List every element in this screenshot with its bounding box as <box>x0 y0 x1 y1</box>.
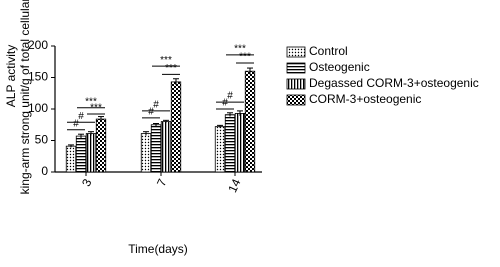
significance-label: *** <box>160 55 172 66</box>
legend-swatch <box>286 94 306 106</box>
legend-label: Osteogenic <box>309 60 370 74</box>
bar <box>244 70 256 173</box>
bar <box>140 133 152 173</box>
x-axis-label: Time(days) <box>128 242 188 256</box>
significance-label: # <box>78 111 84 122</box>
bar <box>170 81 182 173</box>
x-tick-label: 14 <box>225 176 243 194</box>
significance-label: *** <box>165 63 177 74</box>
legend-swatch <box>286 78 306 90</box>
bar <box>85 133 97 173</box>
legend-label: Degassed CORM-3+osteogenic <box>309 76 479 90</box>
bar <box>65 145 77 173</box>
y-tick-label: 100 <box>28 101 48 115</box>
legend-swatch <box>286 62 306 74</box>
legend-swatch <box>286 46 306 58</box>
bar <box>234 113 246 173</box>
x-tick-label: 7 <box>154 176 170 188</box>
significance-label: *** <box>234 43 246 54</box>
bar <box>224 114 236 173</box>
y-axis-label: ALP activity <box>4 45 18 107</box>
y-axis-label: king-arm strong unit/g of total cellular… <box>18 0 32 194</box>
significance-label: # <box>227 91 233 102</box>
y-tick-label: 0 <box>41 164 48 178</box>
y-tick-label: 200 <box>28 38 48 52</box>
significance-label: *** <box>85 96 97 107</box>
bar <box>150 124 162 173</box>
significance-label: # <box>148 106 154 117</box>
legend-label: Control <box>309 44 348 58</box>
significance-label: *** <box>239 52 251 63</box>
bar <box>95 118 107 173</box>
y-tick-label: 50 <box>35 133 49 147</box>
bar <box>75 135 87 173</box>
y-tick-label: 150 <box>28 70 48 84</box>
x-tick-label: 3 <box>79 176 95 188</box>
significance-label: # <box>153 100 159 111</box>
significance-label: # <box>73 118 79 129</box>
legend-label: CORM-3+osteogenic <box>309 92 421 106</box>
significance-label: # <box>222 98 228 109</box>
bar <box>214 126 226 173</box>
bar <box>160 121 172 173</box>
